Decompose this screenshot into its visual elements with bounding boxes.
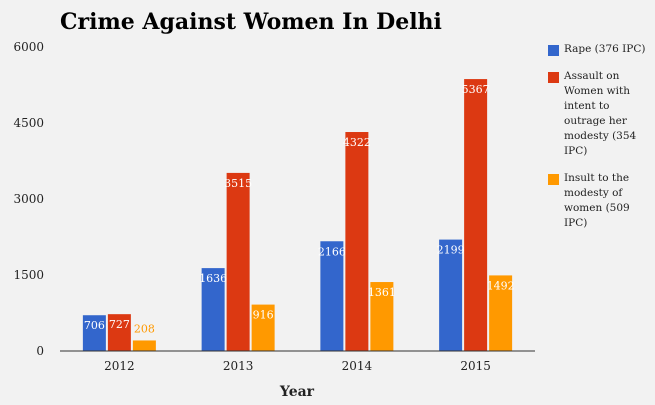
bar-s1-c0	[107, 314, 131, 351]
bar-s2-c0	[132, 340, 156, 351]
bar-s0-c0	[82, 315, 106, 351]
bar-s2-c3	[489, 275, 513, 351]
x-tick-label-0: 2012	[104, 359, 135, 373]
legend-item-rape[interactable]: Rape (376 IPC)	[548, 42, 653, 57]
legend-swatch-assault	[548, 72, 559, 83]
data-label-s2-c2: 1361	[368, 286, 396, 299]
data-label-s1-c2: 4322	[343, 136, 371, 149]
legend-label-assault: Assault on Women with intent to outrage …	[564, 70, 637, 157]
x-tick-label-1: 2013	[223, 359, 254, 373]
y-tick-label-4: 6000	[13, 40, 44, 54]
data-label-s1-c3: 5367	[462, 83, 490, 96]
y-tick-label-0: 0	[36, 344, 44, 358]
x-tick-label-2: 2014	[342, 359, 373, 373]
x-axis-ticks: 2012 2013 2014 2015	[104, 359, 491, 373]
bar-s0-c2	[320, 241, 344, 351]
legend-label-rape: Rape (376 IPC)	[564, 43, 646, 55]
y-tick-label-3: 4500	[13, 116, 44, 130]
data-label-s0-c3: 2199	[437, 244, 465, 257]
bar-s1-c2	[345, 132, 369, 351]
bars: 706 727 208 1636 3515 916 2166 4322 1361 2199 5367…	[82, 79, 515, 352]
y-tick-label-1: 1500	[13, 268, 44, 282]
legend-swatch-insult	[548, 174, 559, 185]
data-label-s2-c0: 208	[134, 322, 155, 335]
x-axis-label: Year	[279, 384, 315, 400]
legend-swatch-rape	[548, 45, 559, 56]
data-label-s0-c1: 1636	[199, 272, 227, 285]
data-label-s1-c0: 727	[109, 318, 130, 331]
data-label-s1-c1: 3515	[224, 177, 252, 190]
legend: Rape (376 IPC) Assault on Women with int…	[548, 42, 653, 243]
data-label-s2-c1: 916	[253, 309, 274, 322]
data-label-s2-c3: 1492	[487, 279, 515, 292]
bar-s2-c1	[251, 304, 275, 351]
legend-item-assault[interactable]: Assault on Women with intent to outrage …	[548, 69, 653, 159]
bar-s1-c1	[226, 172, 250, 351]
bar-s1-c3	[464, 79, 488, 352]
y-axis-ticks: 0 1500 3000 4500 6000	[13, 40, 44, 358]
legend-label-insult: Insult to the modesty of women (509 IPC)	[564, 172, 630, 229]
data-label-s0-c0: 706	[84, 319, 105, 332]
y-tick-label-2: 3000	[13, 192, 44, 206]
bar-s0-c3	[439, 239, 463, 351]
x-tick-label-3: 2015	[460, 359, 491, 373]
chart-title: Crime Against Women In Delhi	[60, 9, 442, 35]
legend-item-insult[interactable]: Insult to the modesty of women (509 IPC)	[548, 171, 653, 231]
bar-s2-c2	[370, 282, 394, 351]
data-label-s0-c2: 2166	[318, 245, 346, 258]
bar-s0-c1	[201, 268, 225, 351]
